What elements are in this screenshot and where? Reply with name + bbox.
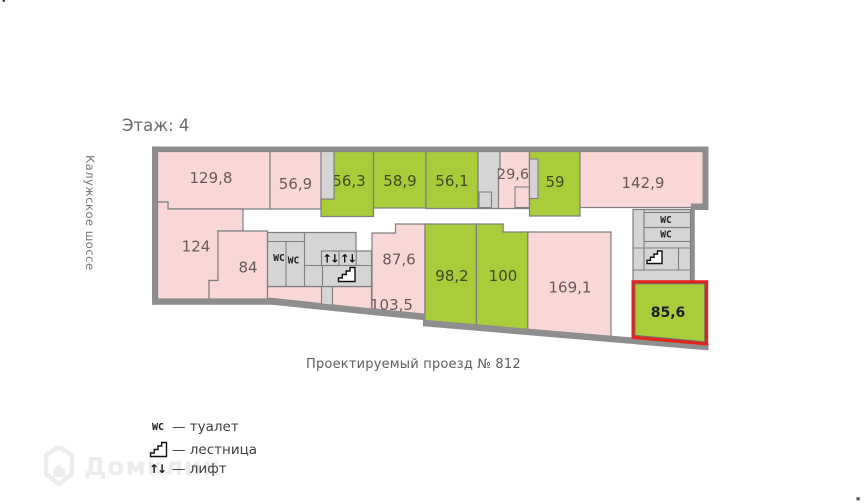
room-100-label: 100 <box>489 267 518 285</box>
legend-label: — лестница <box>172 441 258 458</box>
subroom-29-6 <box>514 186 531 209</box>
legend-label: — туалет <box>172 418 239 435</box>
room-29-6-label: 29,6 <box>497 167 529 183</box>
subroom-shaft <box>478 191 493 209</box>
wall-left <box>152 146 158 305</box>
wc-icon: WC <box>273 253 285 264</box>
room-56-3-label: 56,3 <box>332 172 365 190</box>
shaft-bottom <box>320 285 334 306</box>
floor-title: Этаж: 4 <box>122 116 190 135</box>
wc-icon: WC <box>149 418 169 435</box>
street-name-bottom: Проектируемый проезд № 812 <box>306 357 521 372</box>
room-58-9-label: 58,9 <box>383 172 416 190</box>
lift-icon: ↑↓ <box>322 252 338 266</box>
room-56-9-label: 56,9 <box>279 175 312 193</box>
lift-icon: ↑↓ <box>149 460 169 477</box>
svg-text:WC: WC <box>152 422 164 433</box>
wall-top <box>152 146 709 152</box>
service-core-right: WC WC <box>632 208 692 282</box>
legend: WC — туалет — лестница ↑↓ — лифт <box>149 417 257 482</box>
stairs-icon <box>149 441 168 458</box>
svg-text:↑↓: ↑↓ <box>149 462 165 476</box>
stairs-icon <box>646 250 663 265</box>
stairs-icon <box>149 441 169 458</box>
wall-bottom <box>152 298 272 305</box>
room-85-6[interactable]: 85,6 <box>631 280 709 346</box>
wc-icon: WC <box>660 215 672 226</box>
wall-right-step <box>691 203 709 210</box>
selected-room-area <box>634 283 706 343</box>
wall-slant-b <box>423 319 709 351</box>
lift-icon: ↑↓ <box>340 252 356 266</box>
corner-mark-top-left <box>2 0 5 2</box>
legend-row-stairs: — лестница <box>149 440 257 459</box>
service-core-right-cell <box>643 226 692 243</box>
room-87-6-label: 103,5 <box>370 296 413 314</box>
shaft-top <box>320 150 335 200</box>
room-87-6-label: 87,6 <box>382 251 415 269</box>
room-169-1-label: 169,1 <box>549 279 592 297</box>
wc-icon: WC <box>288 256 300 267</box>
wall-right <box>702 146 709 210</box>
room-85-6-label: 85,6 <box>651 305 686 321</box>
street-name-left: Калужское шоссе <box>83 155 97 271</box>
stairs-icon <box>337 266 356 283</box>
corner-mark-bottom-right <box>856 497 860 501</box>
wall-slant-a <box>272 298 425 321</box>
legend-label: — лифт <box>172 460 227 477</box>
room-59-label: 59 <box>545 173 564 191</box>
room-84-label: 84 <box>238 259 257 277</box>
room-98-2-label: 98,2 <box>435 267 468 285</box>
room-142-9-label: 142,9 <box>622 174 665 192</box>
shaft-59 <box>528 158 539 200</box>
room-129-8-label: 129,8 <box>190 169 233 187</box>
service-core-left: WC WC ↑↓ ↑↓ <box>266 231 373 288</box>
room-124-label: 124 <box>182 238 211 256</box>
wc-icon: WC <box>660 230 672 241</box>
wall-right-column <box>691 203 695 281</box>
room-56-1-label: 56,1 <box>435 172 468 190</box>
legend-row-wc: WC — туалет <box>149 417 257 436</box>
legend-row-lift: ↑↓ — лифт <box>149 459 257 478</box>
